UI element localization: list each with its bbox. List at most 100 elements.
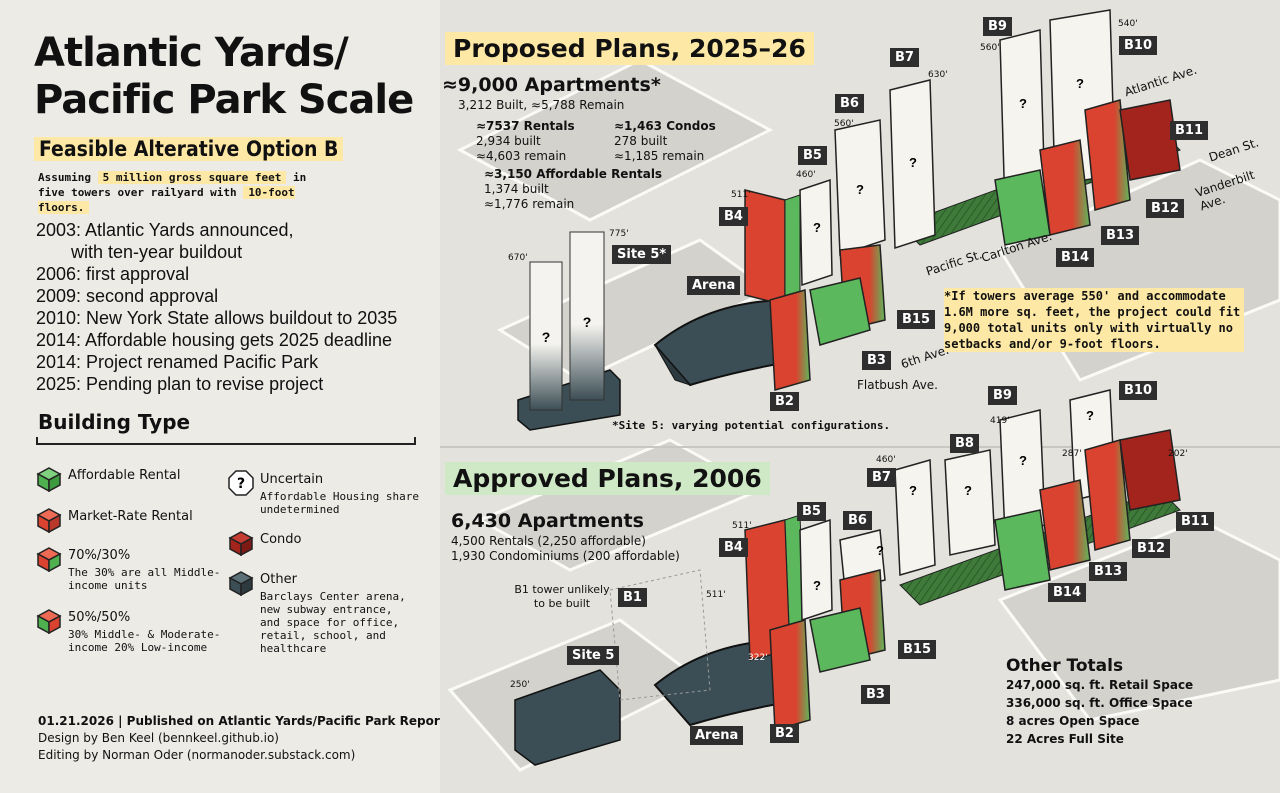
height-label: 540'	[1118, 19, 1138, 29]
label-b5: B5	[797, 502, 826, 521]
label-b15: B15	[897, 310, 935, 329]
subtitle: Feasible Alterative Option B	[34, 137, 344, 161]
label-b12: B12	[1146, 199, 1184, 218]
height-label: 511'	[731, 190, 751, 200]
svg-text:?: ?	[909, 483, 917, 498]
label-b8: B8	[950, 434, 979, 453]
height-label: 630'	[928, 70, 948, 80]
label-b6: B6	[835, 94, 864, 113]
proposed-header: Proposed Plans, 2025–26	[445, 32, 814, 65]
timeline-item: 2009: second approval	[36, 286, 219, 306]
label-b14: B14	[1048, 583, 1086, 602]
label-b2: B2	[770, 724, 799, 743]
svg-text:?: ?	[1086, 408, 1094, 423]
label-b5: B5	[798, 146, 827, 165]
label-arena: Arena	[687, 276, 741, 295]
timeline-item: 2014: Project renamed Pacific Park	[36, 352, 319, 372]
height-label: 560'	[980, 43, 1000, 53]
svg-text:?: ?	[909, 155, 917, 170]
label-site5: Site 5*	[612, 245, 672, 264]
approved-header: Approved Plans, 2006	[445, 462, 770, 495]
label-b10: B10	[1119, 381, 1157, 400]
height-label: 560'	[834, 119, 854, 129]
timeline-item: 2014: Affordable housing gets 2025 deadl…	[36, 330, 392, 350]
proposed-apartments: ≈9,000 Apartments*	[442, 74, 661, 96]
svg-text:?: ?	[876, 543, 884, 558]
svg-text:?: ?	[1076, 76, 1084, 91]
height-label: 670'	[508, 253, 528, 263]
proposed-rentals: ≈7537 Rentals 2,934 built ≈4,603 remain	[476, 119, 575, 163]
height-label: 511'	[732, 521, 752, 531]
legend-divider	[36, 437, 416, 445]
timeline-item: 2006: first approval	[36, 264, 190, 284]
label-b6: B6	[843, 511, 872, 530]
label-b2: B2	[770, 392, 799, 411]
timeline-item: with ten-year buildout	[36, 242, 243, 262]
svg-text:?: ?	[813, 578, 821, 593]
label-b13: B13	[1101, 226, 1139, 245]
label-site5: Site 5	[567, 646, 620, 665]
approved-breakdown: 4,500 Rentals (2,250 affordable) 1,930 C…	[451, 534, 680, 563]
timeline-item: 2025: Pending plan to revise project	[36, 374, 324, 394]
b1-note: B1 tower unlikely to be built	[514, 583, 610, 610]
site5-note: *Site 5: varying potential configuration…	[612, 419, 891, 432]
proposed-apartments-sub: 3,212 Built, ≈5,788 Remain	[458, 98, 625, 112]
svg-text:?: ?	[813, 220, 821, 235]
height-label: 322'	[748, 653, 768, 663]
timeline: 2003: Atlantic Yards announced, with ten…	[36, 219, 436, 395]
svg-text:?: ?	[1019, 96, 1027, 111]
height-label: 419'	[990, 416, 1010, 426]
other-totals: Other Totals 247,000 sq. ft. Retail Spac…	[1006, 656, 1194, 746]
timeline-item: 2003: Atlantic Yards announced,	[36, 220, 294, 240]
label-b10: B10	[1119, 36, 1157, 55]
height-label: 250'	[510, 680, 530, 690]
other-icon	[228, 571, 254, 596]
svg-text:?: ?	[856, 182, 864, 197]
label-b9: B9	[988, 386, 1017, 405]
approved-apartments: 6,430 Apartments	[451, 510, 644, 532]
legend-title: Building Type	[38, 410, 191, 434]
label-arena: Arena	[690, 726, 744, 745]
label-b7: B7	[867, 468, 896, 487]
page-title: Atlantic Yards/ Pacific Park Scale	[34, 30, 414, 123]
height-label: 202'	[1168, 449, 1188, 459]
svg-text:?: ?	[964, 483, 972, 498]
label-b7: B7	[890, 48, 919, 67]
assumption-text: Assuming 5 million gross square feet in …	[38, 171, 307, 214]
height-label: 460'	[796, 170, 816, 180]
timeline-item: 2010: New York State allows buildout to …	[36, 308, 398, 328]
label-b3: B3	[862, 351, 891, 370]
height-label: 287'	[1062, 449, 1082, 459]
label-b11: B11	[1170, 121, 1208, 140]
market-rate-rental-icon	[36, 508, 62, 533]
proposed-footnote: *If towers average 550' and accommodate …	[944, 288, 1244, 352]
design-credit: Design by Ben Keel (bennkeel.github.io)	[38, 731, 279, 745]
editing-credit: Editing by Norman Oder (normanoder.subst…	[38, 748, 356, 762]
question-mark: ?	[542, 329, 551, 345]
question-mark: ?	[583, 314, 592, 330]
street-label: Flatbush Ave.	[857, 378, 938, 392]
label-b4: B4	[719, 538, 748, 557]
label-b14: B14	[1056, 248, 1094, 267]
proposed-affordable: ≈3,150 Affordable Rentals 1,374 built ≈1…	[484, 167, 663, 211]
label-b12: B12	[1132, 539, 1170, 558]
label-b11: B11	[1176, 512, 1214, 531]
proposed-condos: ≈1,463 Condos 278 built ≈1,185 remain	[614, 119, 716, 163]
condo-icon	[228, 531, 254, 556]
credits: 01.21.2026 | Published on Atlantic Yards…	[38, 713, 446, 764]
svg-text:?: ?	[1019, 453, 1027, 468]
label-b4: B4	[719, 207, 748, 226]
label-b3: B3	[861, 685, 890, 704]
mixed-70-30-icon	[36, 547, 62, 572]
height-label: 775'	[609, 229, 629, 239]
label-b9: B9	[983, 17, 1012, 36]
height-label: 460'	[876, 455, 896, 465]
label-b15: B15	[898, 640, 936, 659]
label-b1: B1	[618, 588, 647, 607]
height-label: 511'	[706, 590, 726, 600]
mixed-50-50-icon	[36, 609, 62, 634]
affordable-rental-icon	[36, 467, 62, 492]
svg-text:?: ?	[237, 476, 245, 492]
publish-line: 01.21.2026 | Published on Atlantic Yards…	[38, 714, 446, 728]
label-b13: B13	[1089, 562, 1127, 581]
